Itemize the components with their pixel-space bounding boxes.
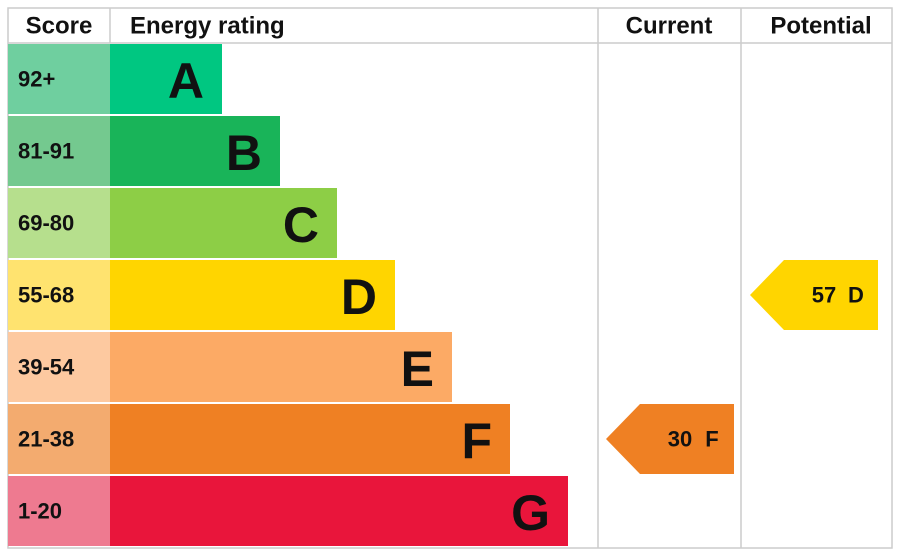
band-letter: B [226, 125, 262, 181]
current-arrow [606, 404, 734, 474]
score-label: 92+ [18, 67, 55, 92]
score-cell [8, 116, 110, 186]
header-potential: Potential [770, 13, 871, 40]
score-label: 21-38 [18, 427, 74, 452]
band-bar [110, 332, 452, 402]
score-cell [8, 404, 110, 474]
band-letter: A [168, 53, 204, 109]
band-letter: C [283, 197, 319, 253]
band-letter: G [511, 485, 550, 541]
band-bar [110, 260, 395, 330]
score-label: 69-80 [18, 211, 74, 236]
score-label: 55-68 [18, 283, 74, 308]
band-letter: D [341, 269, 377, 325]
current-letter: F [705, 427, 718, 452]
potential-score: 57 [812, 283, 836, 308]
score-label: 39-54 [18, 355, 75, 380]
potential-letter: D [848, 283, 864, 308]
band-bar [110, 476, 568, 546]
score-cell [8, 44, 110, 114]
band-bar [110, 188, 337, 258]
score-cell [8, 332, 110, 402]
header-score: Score [26, 13, 93, 40]
band-letter: F [461, 413, 492, 469]
band-bar [110, 116, 280, 186]
band-letter: E [401, 341, 434, 397]
score-label: 1-20 [18, 499, 62, 524]
header-rating: Energy rating [130, 13, 285, 40]
score-cell [8, 260, 110, 330]
score-label: 81-91 [18, 139, 74, 164]
band-bar [110, 44, 222, 114]
potential-arrow [750, 260, 878, 330]
score-cell [8, 476, 110, 546]
score-cell [8, 188, 110, 258]
header-current: Current [626, 13, 713, 40]
current-score: 30 [668, 427, 692, 452]
band-bar [110, 404, 510, 474]
